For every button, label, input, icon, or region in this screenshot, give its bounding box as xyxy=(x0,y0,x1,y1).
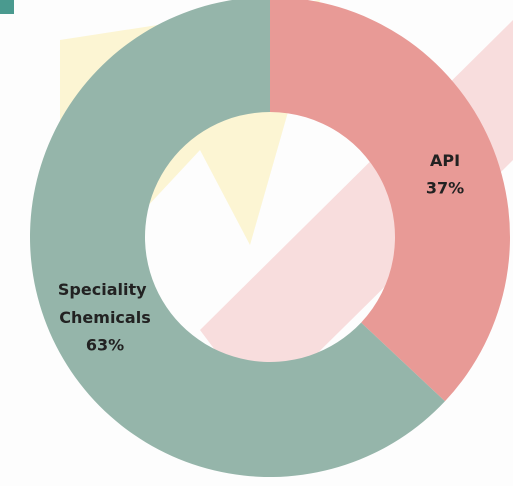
slice-value-label: 37% xyxy=(426,179,464,198)
plot: API 37% Speciality Chemicals 63% xyxy=(30,0,510,477)
slice xyxy=(30,0,445,477)
slice-value-label: 63% xyxy=(86,336,124,355)
slice-label: Speciality Chemicals xyxy=(58,280,152,327)
corner-square xyxy=(0,0,14,14)
slice-label: API xyxy=(430,151,460,170)
slice xyxy=(270,0,510,402)
